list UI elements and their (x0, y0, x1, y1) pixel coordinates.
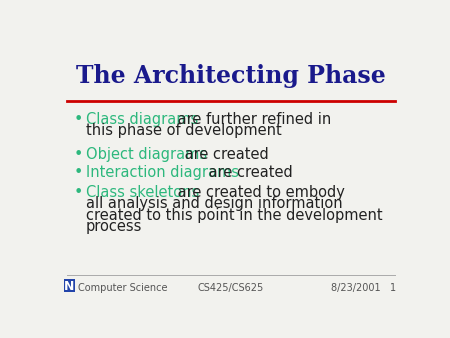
Text: Class skeletons: Class skeletons (86, 185, 199, 200)
Text: •: • (73, 165, 83, 180)
Text: Class diagrams: Class diagrams (86, 112, 198, 127)
FancyBboxPatch shape (64, 279, 75, 292)
Text: N: N (64, 280, 75, 293)
Text: are created: are created (204, 165, 293, 180)
Text: are created to embody: are created to embody (173, 185, 345, 200)
Text: are created: are created (180, 147, 268, 162)
Text: all analysis and design information: all analysis and design information (86, 196, 342, 212)
Text: this phase of development: this phase of development (86, 123, 281, 138)
Text: Object diagrams: Object diagrams (86, 147, 207, 162)
Text: CS425/CS625: CS425/CS625 (198, 283, 264, 293)
Text: process: process (86, 219, 142, 234)
Text: 8/23/2001   1: 8/23/2001 1 (331, 283, 396, 293)
Text: are further refined in: are further refined in (173, 112, 331, 127)
Text: Interaction diagrams: Interaction diagrams (86, 165, 238, 180)
Text: •: • (73, 185, 83, 200)
Text: created to this point in the development: created to this point in the development (86, 208, 382, 223)
Text: •: • (73, 112, 83, 127)
Text: Computer Science: Computer Science (78, 283, 167, 293)
Text: The Architecting Phase: The Architecting Phase (76, 64, 386, 88)
Text: •: • (73, 147, 83, 162)
